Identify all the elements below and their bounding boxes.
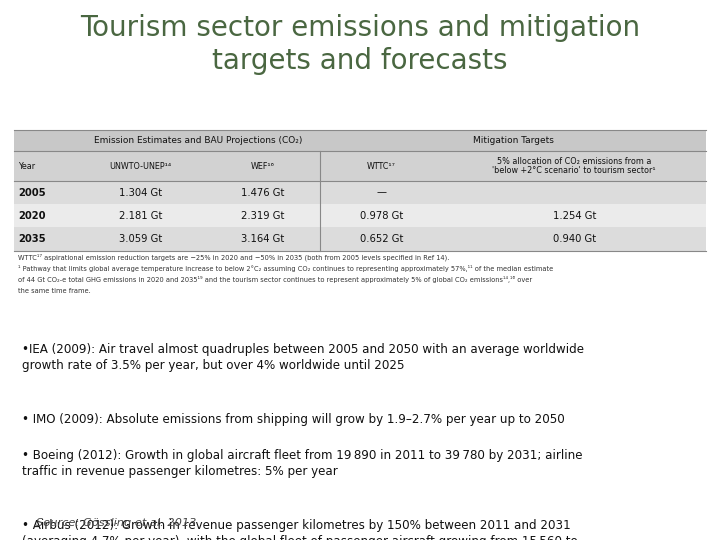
Text: 2035: 2035: [18, 234, 45, 244]
Text: 5% allocation of CO₂ emissions from a
'below +2°C scenario' to tourism sector¹: 5% allocation of CO₂ emissions from a 'b…: [492, 157, 656, 176]
Text: 3.164 Gt: 3.164 Gt: [241, 234, 284, 244]
Text: Source: Gössling et al. 2013: Source: Gössling et al. 2013: [36, 518, 197, 528]
Bar: [14, 204, 706, 227]
Text: 1.254 Gt: 1.254 Gt: [552, 211, 596, 221]
Text: of 44 Gt CO₂-e total GHG emissions in 2020 and 2035¹⁹ and the tourism sector con: of 44 Gt CO₂-e total GHG emissions in 20…: [18, 276, 532, 284]
Text: • Airbus (2012): Growth in revenue passenger kilometres by 150% between 2011 and: • Airbus (2012): Growth in revenue passe…: [22, 519, 577, 540]
Text: Mitigation Targets: Mitigation Targets: [472, 136, 554, 145]
Text: •IEA (2009): Air travel almost quadruples between 2005 and 2050 with an average : •IEA (2009): Air travel almost quadruple…: [22, 343, 584, 372]
Text: WTTC¹⁷: WTTC¹⁷: [367, 161, 396, 171]
Text: Year: Year: [18, 161, 35, 171]
Text: 0.978 Gt: 0.978 Gt: [360, 211, 403, 221]
Bar: [14, 130, 706, 151]
Text: 2.319 Gt: 2.319 Gt: [241, 211, 284, 221]
Text: • Boeing (2012): Growth in global aircraft fleet from 19 890 in 2011 to 39 780 b: • Boeing (2012): Growth in global aircra…: [22, 449, 582, 478]
Bar: [14, 151, 706, 181]
Text: UNWTO-UNEP¹⁴: UNWTO-UNEP¹⁴: [109, 161, 171, 171]
Text: Tourism sector emissions and mitigation
targets and forecasts: Tourism sector emissions and mitigation …: [80, 14, 640, 75]
Text: 2.181 Gt: 2.181 Gt: [119, 211, 162, 221]
Text: 1.304 Gt: 1.304 Gt: [119, 187, 162, 198]
Bar: [14, 130, 706, 251]
Text: 0.652 Gt: 0.652 Gt: [360, 234, 403, 244]
Text: • IMO (2009): Absolute emissions from shipping will grow by 1.9–2.7% per year up: • IMO (2009): Absolute emissions from sh…: [22, 413, 564, 426]
Text: 2005: 2005: [18, 187, 45, 198]
Text: 3.059 Gt: 3.059 Gt: [119, 234, 162, 244]
Bar: [14, 181, 706, 204]
Text: —: —: [377, 187, 387, 198]
Text: WTTC¹⁷ aspirational emission reduction targets are −25% in 2020 and −50% in 2035: WTTC¹⁷ aspirational emission reduction t…: [18, 254, 449, 261]
Text: Emission Estimates and BAU Projections (CO₂): Emission Estimates and BAU Projections (…: [94, 136, 302, 145]
Text: WEF¹⁶: WEF¹⁶: [251, 161, 275, 171]
Text: 1.476 Gt: 1.476 Gt: [241, 187, 284, 198]
Text: the same time frame.: the same time frame.: [18, 288, 91, 294]
Text: 0.940 Gt: 0.940 Gt: [553, 234, 595, 244]
Text: 2020: 2020: [18, 211, 45, 221]
Text: ¹ Pathway that limits global average temperature increase to below 2°C₂ assuming: ¹ Pathway that limits global average tem…: [18, 265, 553, 272]
Bar: [14, 227, 706, 251]
